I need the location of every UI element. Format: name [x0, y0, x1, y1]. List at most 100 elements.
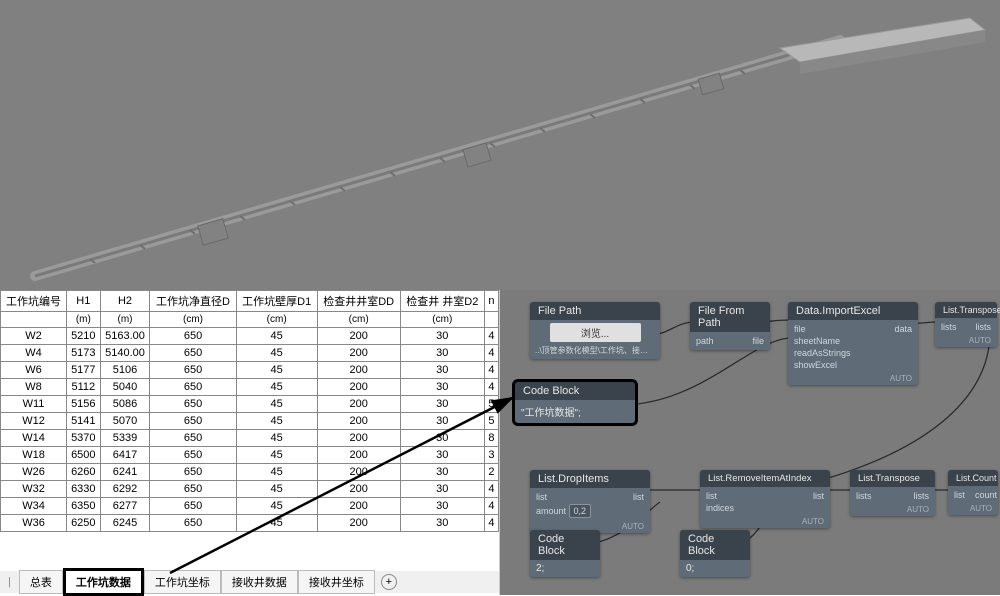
table-cell[interactable]: 6277 — [100, 498, 150, 515]
table-cell[interactable]: 200 — [317, 345, 400, 362]
node-codeblock-sheetname[interactable]: Code Block "工作坑数据"; — [515, 382, 635, 423]
table-row[interactable]: W145370533965045200308 — [1, 430, 499, 447]
table-cell[interactable]: 4 — [484, 345, 498, 362]
node-dropitems[interactable]: List.DropItems list amount 0,2 list AUTO — [530, 470, 650, 533]
table-cell[interactable]: 650 — [150, 396, 236, 413]
table-cell[interactable]: 6245 — [100, 515, 150, 532]
table-cell[interactable]: 6260 — [67, 464, 101, 481]
table-cell[interactable]: W34 — [1, 498, 67, 515]
table-cell[interactable]: 200 — [317, 464, 400, 481]
table-cell[interactable]: 45 — [236, 413, 317, 430]
table-cell[interactable]: 6241 — [100, 464, 150, 481]
table-cell[interactable]: 650 — [150, 413, 236, 430]
node-transpose-1[interactable]: List.Transpose lists lists AUTO — [935, 302, 997, 347]
table-cell[interactable]: 45 — [236, 396, 317, 413]
table-cell[interactable]: 5156 — [67, 396, 101, 413]
sheet-tab-0[interactable]: 总表 — [19, 570, 63, 594]
table-cell[interactable]: 30 — [400, 481, 484, 498]
table-cell[interactable]: 3 — [484, 447, 498, 464]
table-cell[interactable]: 4 — [484, 362, 498, 379]
table-cell[interactable]: 4 — [484, 498, 498, 515]
table-cell[interactable]: W32 — [1, 481, 67, 498]
table-cell[interactable]: 5086 — [100, 396, 150, 413]
table-cell[interactable]: 6417 — [100, 447, 150, 464]
table-cell[interactable]: 45 — [236, 430, 317, 447]
table-cell[interactable]: 650 — [150, 447, 236, 464]
table-cell[interactable]: 200 — [317, 481, 400, 498]
table-cell[interactable]: 5163.00 — [100, 328, 150, 345]
table-cell[interactable]: 200 — [317, 413, 400, 430]
node-removeitematindex[interactable]: List.RemoveItemAtIndex list indices list… — [700, 470, 830, 528]
table-cell[interactable]: 45 — [236, 328, 317, 345]
table-cell[interactable]: 2 — [484, 464, 498, 481]
table-cell[interactable]: 6250 — [67, 515, 101, 532]
table-cell[interactable]: 6330 — [67, 481, 101, 498]
node-filefrompath[interactable]: File From Path path file — [690, 302, 770, 350]
table-row[interactable]: W266260624165045200302 — [1, 464, 499, 481]
table-cell[interactable]: 200 — [317, 447, 400, 464]
table-cell[interactable]: 5106 — [100, 362, 150, 379]
table-cell[interactable]: 4 — [484, 379, 498, 396]
browse-button[interactable]: 浏览... — [550, 323, 641, 342]
table-cell[interactable]: 45 — [236, 362, 317, 379]
table-cell[interactable]: W2 — [1, 328, 67, 345]
table-cell[interactable]: 4 — [484, 328, 498, 345]
table-cell[interactable]: 30 — [400, 430, 484, 447]
table-cell[interactable]: 650 — [150, 379, 236, 396]
table-row[interactable]: W115156508665045200305 — [1, 396, 499, 413]
table-cell[interactable]: 45 — [236, 345, 317, 362]
table-cell[interactable]: W14 — [1, 430, 67, 447]
table-cell[interactable]: 650 — [150, 345, 236, 362]
table-row[interactable]: W65177510665045200304 — [1, 362, 499, 379]
table-cell[interactable]: 45 — [236, 481, 317, 498]
table-cell[interactable]: W11 — [1, 396, 67, 413]
table-cell[interactable]: 45 — [236, 464, 317, 481]
table-cell[interactable]: 5 — [484, 413, 498, 430]
table-cell[interactable]: 200 — [317, 498, 400, 515]
table-cell[interactable]: 6350 — [67, 498, 101, 515]
codeblock2-code[interactable]: 2; — [530, 560, 600, 577]
table-cell[interactable]: 30 — [400, 379, 484, 396]
table-row[interactable]: W326330629265045200304 — [1, 481, 499, 498]
table-cell[interactable]: 5112 — [67, 379, 101, 396]
sheet-tab-4[interactable]: 接收井坐标 — [298, 570, 375, 594]
table-cell[interactable]: 650 — [150, 328, 236, 345]
table-cell[interactable]: 5177 — [67, 362, 101, 379]
table-cell[interactable]: 5141 — [67, 413, 101, 430]
table-cell[interactable]: 30 — [400, 464, 484, 481]
table-cell[interactable]: 5339 — [100, 430, 150, 447]
table-row[interactable]: W252105163.0065045200304 — [1, 328, 499, 345]
table-cell[interactable]: 30 — [400, 328, 484, 345]
table-cell[interactable]: 30 — [400, 362, 484, 379]
node-transpose-2[interactable]: List.Transpose lists lists AUTO — [850, 470, 935, 516]
table-cell[interactable]: 5210 — [67, 328, 101, 345]
viewport-3d[interactable] — [0, 0, 1000, 290]
table-cell[interactable]: 5070 — [100, 413, 150, 430]
table-cell[interactable]: 5140.00 — [100, 345, 150, 362]
table-row[interactable]: W125141507065045200305 — [1, 413, 499, 430]
table-cell[interactable]: 5040 — [100, 379, 150, 396]
table-cell[interactable]: 45 — [236, 447, 317, 464]
table-cell[interactable]: 30 — [400, 515, 484, 532]
table-cell[interactable]: W6 — [1, 362, 67, 379]
table-cell[interactable]: 200 — [317, 515, 400, 532]
table-cell[interactable]: W18 — [1, 447, 67, 464]
table-cell[interactable]: 30 — [400, 345, 484, 362]
table-cell[interactable]: 650 — [150, 515, 236, 532]
table-cell[interactable]: 30 — [400, 413, 484, 430]
node-listcount[interactable]: List.Count list count AUTO — [948, 470, 998, 515]
table-cell[interactable]: 650 — [150, 498, 236, 515]
table-cell[interactable]: 200 — [317, 362, 400, 379]
node-filepath[interactable]: File Path 浏览... ..\顶管参数化模型\工作坑、接收井参数化数据表… — [530, 302, 660, 359]
table-row[interactable]: W366250624565045200304 — [1, 515, 499, 532]
sheet-tab-1[interactable]: 工作坑数据 — [63, 568, 144, 596]
codeblock3-code[interactable]: 0; — [680, 560, 750, 577]
table-cell[interactable]: 650 — [150, 430, 236, 447]
table-cell[interactable]: 4 — [484, 481, 498, 498]
node-codeblock-3[interactable]: Code Block 0; — [680, 530, 750, 577]
sheet-tab-2[interactable]: 工作坑坐标 — [144, 570, 221, 594]
table-cell[interactable]: 200 — [317, 396, 400, 413]
table-cell[interactable]: 200 — [317, 379, 400, 396]
table-cell[interactable]: W36 — [1, 515, 67, 532]
table-cell[interactable]: 200 — [317, 430, 400, 447]
